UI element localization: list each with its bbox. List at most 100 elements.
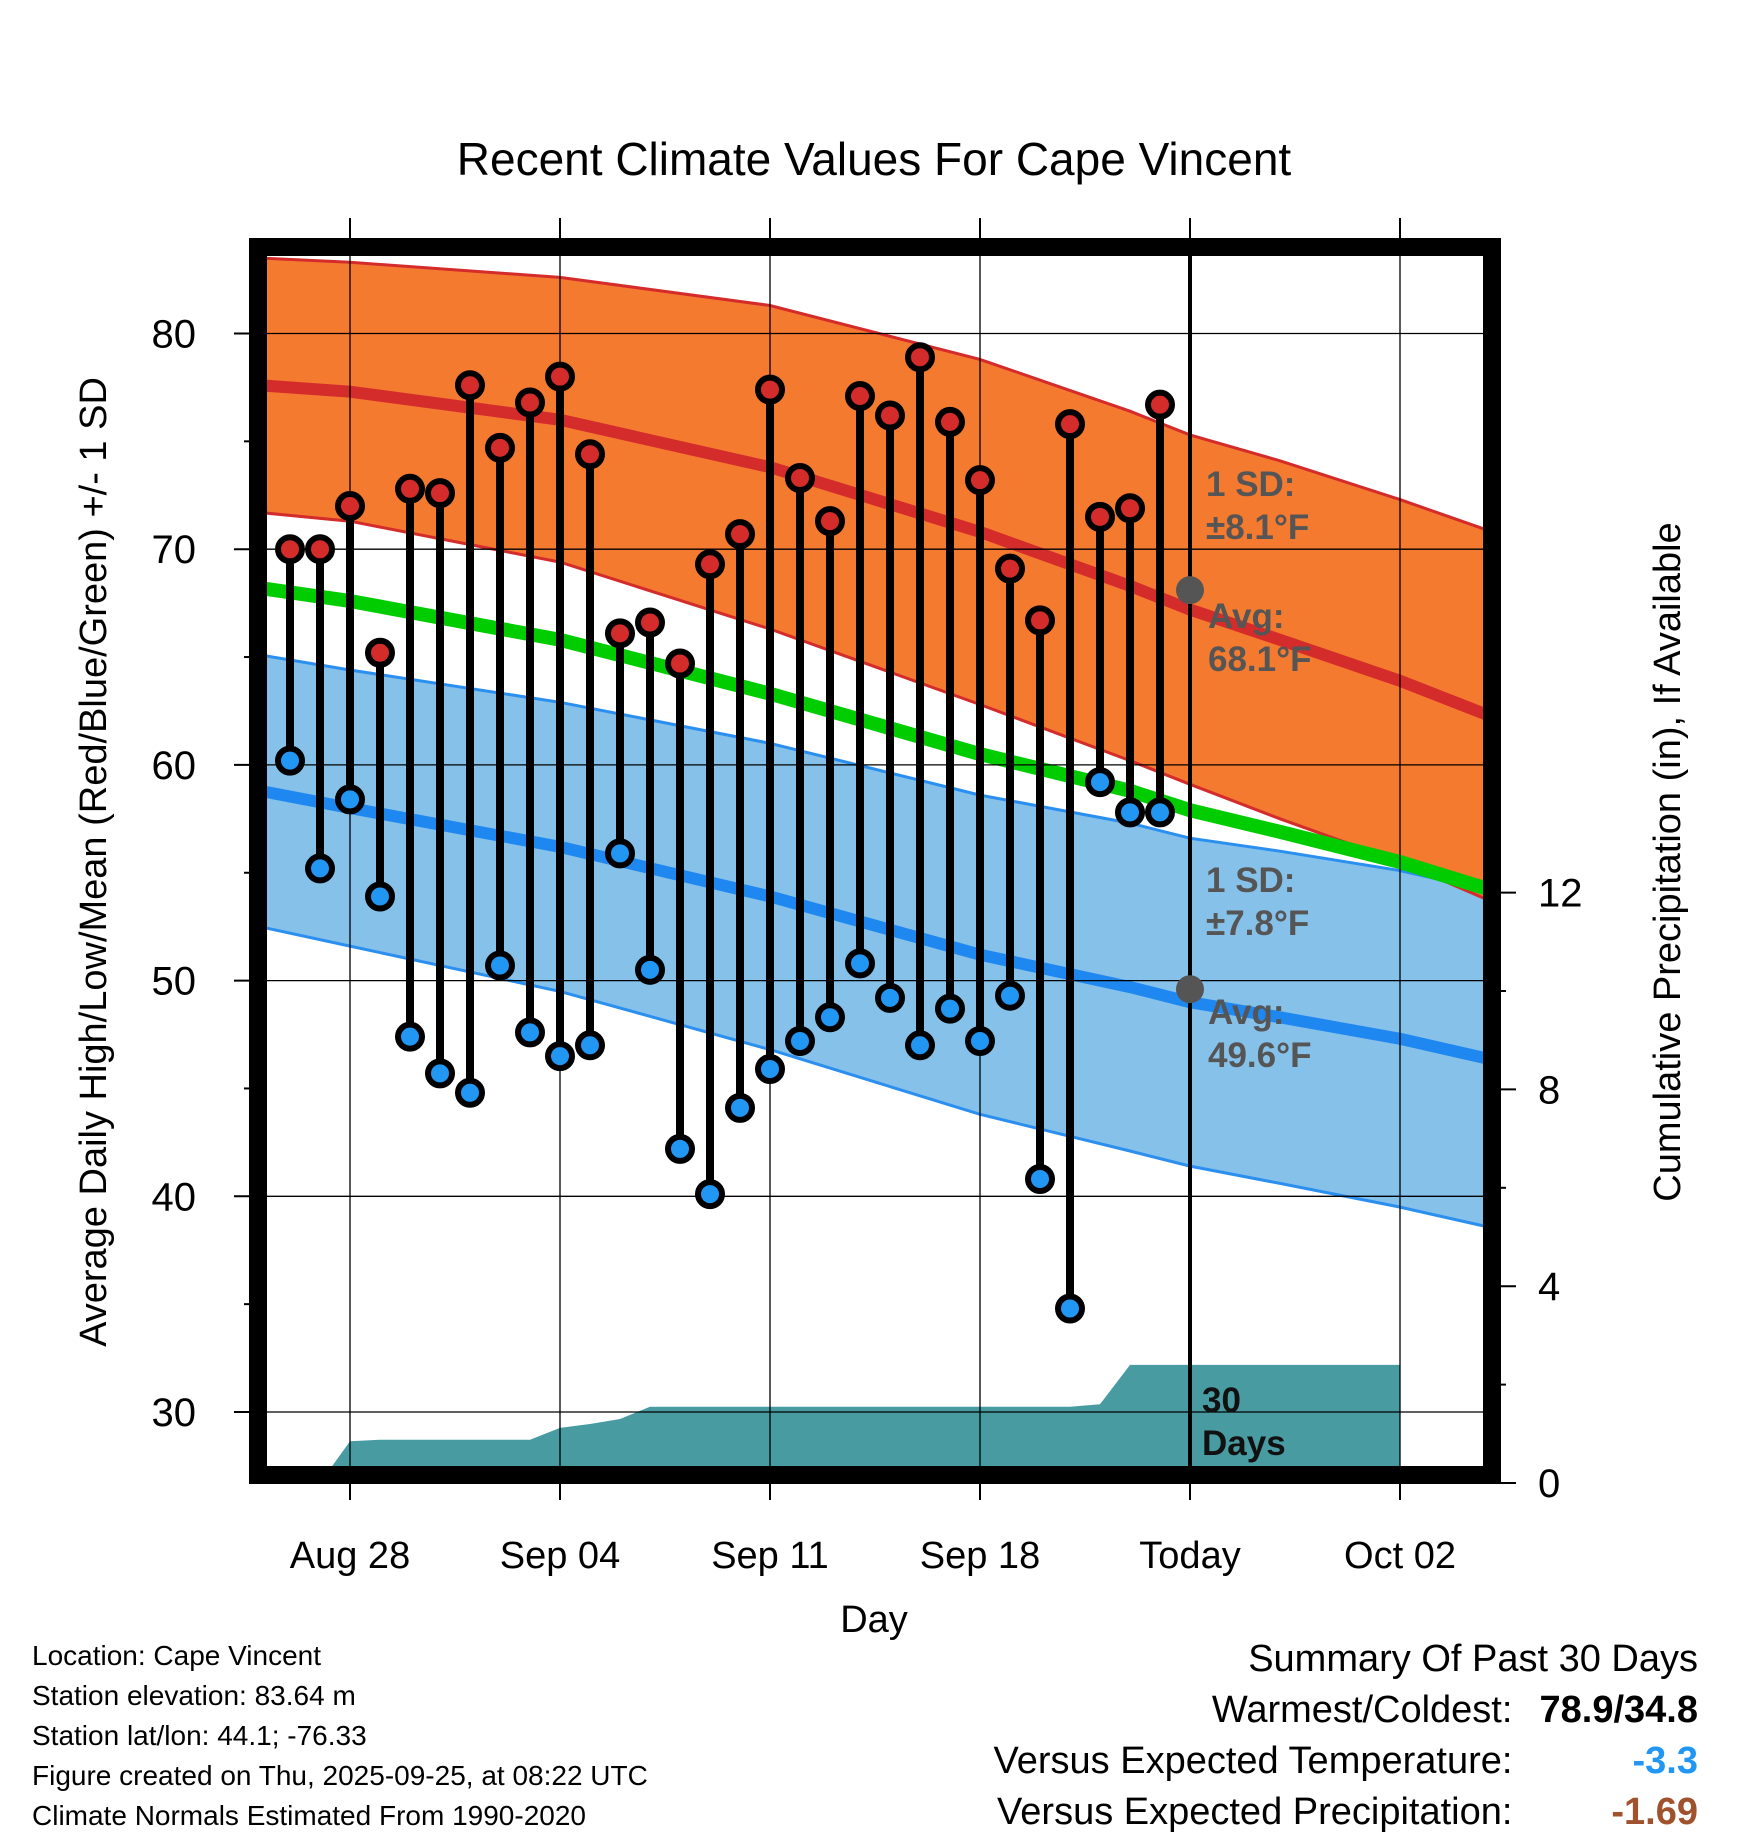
y-tick-label: 80 xyxy=(152,313,197,357)
daily-high-marker xyxy=(1025,605,1055,636)
daily-low-marker xyxy=(485,950,515,981)
station-latlon: Station lat/lon: 44.1; -76.33 xyxy=(32,1720,367,1751)
warm-cold-row: Warmest/Coldest: 78.9/34.8 xyxy=(994,1685,1698,1736)
daily-low-marker xyxy=(1115,797,1145,828)
daily-low-marker xyxy=(605,838,635,869)
precip-departure-row: Versus Expected Precipitation: -1.69 xyxy=(994,1787,1698,1838)
daily-high-marker xyxy=(275,534,305,565)
y2-axis-label: Cumulative Precipitation (in), If Availa… xyxy=(1647,522,1689,1201)
low-sd-band xyxy=(262,655,1488,1227)
daily-high-marker xyxy=(455,370,485,401)
plot-frame xyxy=(249,238,1501,1484)
daily-low-marker xyxy=(785,1025,815,1056)
daily-low-marker xyxy=(755,1054,785,1085)
summary-panel: Summary Of Past 30 Days Warmest/Coldest:… xyxy=(994,1634,1698,1838)
x-tick-label: Aug 28 xyxy=(290,1535,410,1577)
daily-low-marker xyxy=(275,745,305,776)
daily-low-marker xyxy=(965,1025,995,1056)
daily-low-marker xyxy=(335,784,365,815)
daily-high-marker xyxy=(755,374,785,405)
daily-high-marker xyxy=(695,549,725,580)
precip-departure-value: -1.69 xyxy=(1611,1791,1698,1833)
high-avg-value: 68.1°F xyxy=(1208,640,1312,679)
daily-high-marker xyxy=(725,519,755,550)
daily-low-marker xyxy=(815,1002,845,1033)
temp-departure-row: Versus Expected Temperature: -3.3 xyxy=(994,1736,1698,1787)
x-tick-label: Oct 02 xyxy=(1344,1535,1456,1577)
normal-low-line xyxy=(262,785,1488,1065)
x-tick-label: Today xyxy=(1139,1535,1240,1577)
daily-low-marker xyxy=(545,1041,575,1072)
daily-high-marker xyxy=(845,381,875,412)
daily-high-marker xyxy=(1055,409,1085,440)
daily-low-marker xyxy=(1025,1164,1055,1195)
daily-low-marker xyxy=(305,853,335,884)
warm-cold-label: Warmest/Coldest: xyxy=(1211,1689,1513,1731)
daily-high-marker xyxy=(1085,501,1115,532)
y-tick-label: 50 xyxy=(152,960,197,1004)
x-tick-label: Sep 04 xyxy=(500,1535,620,1577)
daily-high-marker xyxy=(665,648,695,679)
daily-low-marker xyxy=(455,1077,485,1108)
daily-low-marker xyxy=(1085,767,1115,798)
y2-tick-label: 0 xyxy=(1538,1462,1560,1506)
station-info: Location: Cape Vincent Station elevation… xyxy=(32,1636,648,1836)
daily-high-marker xyxy=(935,406,965,437)
daily-low-marker xyxy=(635,954,665,985)
station-location: Location: Cape Vincent xyxy=(32,1640,322,1671)
daily-high-marker xyxy=(365,637,395,668)
x-axis-label: Day xyxy=(840,1599,908,1641)
daily-high-marker xyxy=(635,607,665,638)
low-avg-label: Avg: xyxy=(1208,993,1284,1032)
normals-period: Climate Normals Estimated From 1990-2020 xyxy=(32,1800,586,1831)
daily-low-marker xyxy=(905,1030,935,1061)
figure-created: Figure created on Thu, 2025-09-25, at 08… xyxy=(32,1760,648,1791)
high-sd-value: ±8.1°F xyxy=(1206,508,1309,547)
daily-low-marker xyxy=(575,1030,605,1061)
high-avg-label: Avg: xyxy=(1208,597,1284,636)
high-sd-label: 1 SD: xyxy=(1206,465,1295,504)
low-band-upper-edge xyxy=(262,653,1488,893)
high-band-upper-edge xyxy=(262,256,1488,532)
normal-mean-line xyxy=(262,581,1488,897)
y-tick-label: 70 xyxy=(152,528,197,572)
daily-low-marker xyxy=(725,1092,755,1123)
low-sd-value: ±7.8°F xyxy=(1206,904,1309,943)
daily-low-marker xyxy=(995,980,1025,1011)
temp-departure-value: -3.3 xyxy=(1632,1740,1698,1782)
summary-title: Summary Of Past 30 Days xyxy=(1248,1638,1698,1680)
y-tick-label: 60 xyxy=(152,744,197,788)
x-tick-label: Sep 11 xyxy=(711,1535,829,1577)
station-elevation: Station elevation: 83.64 m xyxy=(32,1680,356,1711)
daily-high-marker xyxy=(1115,493,1145,524)
daily-high-marker xyxy=(485,432,515,463)
daily-low-marker xyxy=(395,1021,425,1052)
daily-high-marker xyxy=(575,439,605,470)
today-avg-high-dot xyxy=(1176,576,1204,605)
precip-departure-label: Versus Expected Precipitation: xyxy=(997,1791,1513,1833)
daily-low-marker xyxy=(935,993,965,1024)
y-axis-label: Average Daily High/Low/Mean (Red/Blue/Gr… xyxy=(73,377,115,1347)
period-label-days: Days xyxy=(1202,1424,1286,1463)
daily-high-marker xyxy=(965,465,995,496)
daily-high-marker xyxy=(425,478,455,509)
daily-high-marker xyxy=(815,506,845,537)
low-band-lower-edge xyxy=(262,925,1488,1229)
daily-high-marker xyxy=(785,463,815,494)
y-tick-label: 40 xyxy=(152,1175,197,1219)
daily-high-marker xyxy=(875,400,905,431)
daily-low-marker xyxy=(365,881,395,912)
cumulative-precip-area xyxy=(328,1364,1400,1471)
daily-high-marker xyxy=(515,387,545,418)
daily-low-marker xyxy=(695,1179,725,1210)
daily-low-marker xyxy=(875,982,905,1013)
y-tick-label: 30 xyxy=(152,1391,197,1435)
normal-high-line xyxy=(262,379,1488,722)
x-tick-label: Sep 18 xyxy=(920,1535,1040,1577)
daily-low-marker xyxy=(515,1017,545,1048)
daily-low-marker xyxy=(425,1058,455,1089)
period-label-count: 30 xyxy=(1202,1381,1241,1420)
today-avg-low-dot xyxy=(1176,975,1204,1004)
daily-high-marker xyxy=(1145,389,1175,420)
